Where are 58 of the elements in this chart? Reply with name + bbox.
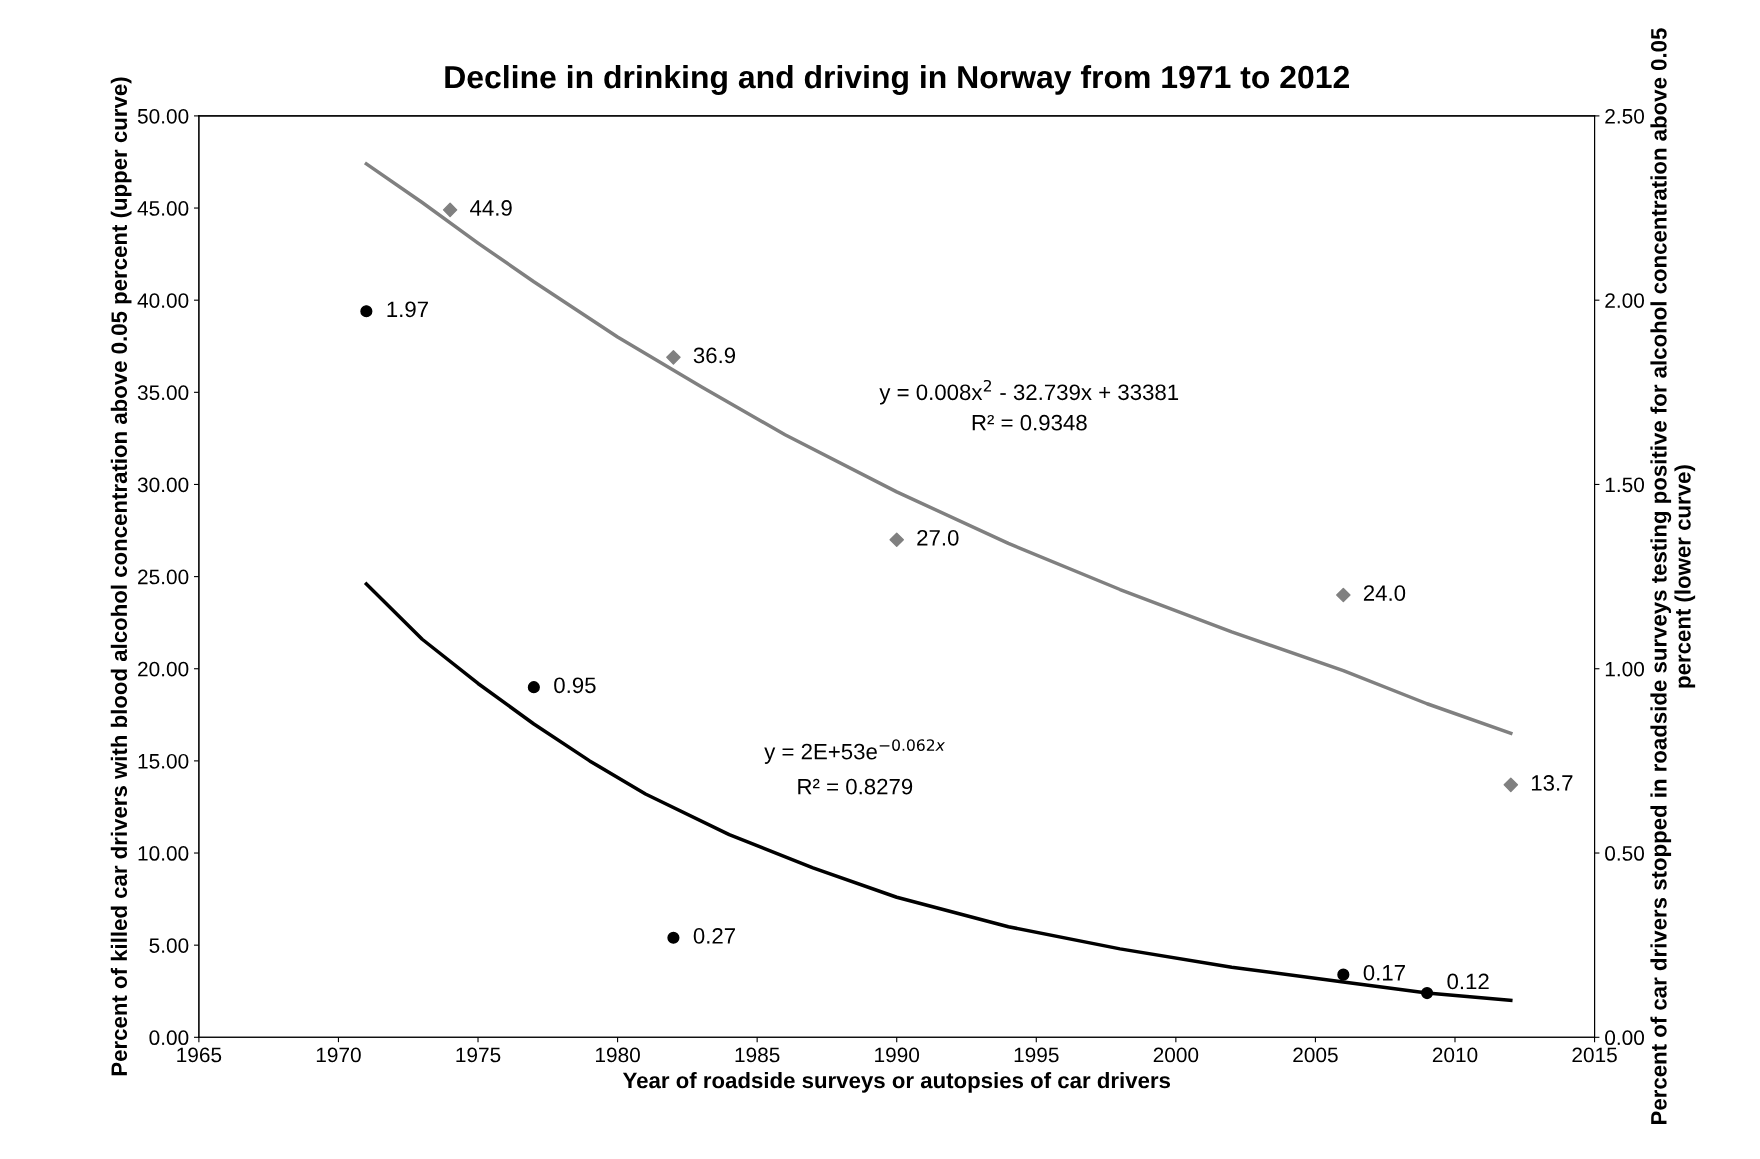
y-tick-label: 45.00 <box>137 201 189 216</box>
data-label: 0.17 <box>1363 964 1405 981</box>
annotation: R² = 0.8279 <box>798 778 913 795</box>
y2-tick-label: 1.00 <box>1605 661 1645 677</box>
point <box>527 681 540 694</box>
x-tick-label: 2015 <box>1572 1047 1617 1063</box>
y2-tick-label: 2.50 <box>1605 108 1645 124</box>
data-label: 13.7 <box>1531 775 1573 791</box>
data-label: 0.27 <box>693 928 735 944</box>
x-tick-label: 2005 <box>1293 1047 1338 1063</box>
y2-tick-label: 1.50 <box>1605 477 1645 493</box>
x-tick-label: 1980 <box>596 1047 640 1063</box>
x-tick-label: 1975 <box>456 1047 501 1063</box>
y2-tick-label: 0.50 <box>1605 846 1645 861</box>
data-label: 0.95 <box>554 677 596 694</box>
y-tick-label: 0.00 <box>149 1030 189 1046</box>
y2-tick-label: 0.00 <box>1605 1030 1645 1046</box>
data-label: 1.97 <box>387 301 428 318</box>
y-tick-label: 5.00 <box>149 938 189 953</box>
annotation: y = 0.008x$^{2}$ - 32.739x + 33381 <box>879 379 1179 405</box>
x-tick-label: 2000 <box>1153 1047 1199 1063</box>
data-label: 44.9 <box>470 200 512 216</box>
point <box>666 350 681 365</box>
line-series <box>364 582 1513 1003</box>
data-label: 24.0 <box>1363 585 1406 601</box>
y2-axis-title: Percent of car drivers stopped in roadside surveys testing positive for alcohol concentration above 0.05 percent (lower curve) <box>1650 28 1696 1124</box>
y-tick-label: 15.00 <box>138 753 189 769</box>
x-tick-label: 1965 <box>177 1047 222 1063</box>
y2-tick-label: 2.00 <box>1605 293 1645 308</box>
point <box>667 931 680 944</box>
annotation: R² = 0.9348 <box>972 414 1087 431</box>
annotation: y = 2E+53e$^{−0.062x}$ <box>764 739 945 764</box>
y-axis-title: Percent of killed car drivers with blood alcohol concentration above 0.05 percent (upper curve) <box>110 77 132 1076</box>
data-label: 27.0 <box>917 529 959 546</box>
point <box>1421 987 1434 1000</box>
y-tick-label: 25.00 <box>138 569 189 585</box>
y-tick-label: 30.00 <box>137 477 189 493</box>
point <box>889 532 905 548</box>
line-series <box>364 162 1513 735</box>
point <box>442 202 458 218</box>
x-tick-label: 1985 <box>735 1047 780 1063</box>
x-tick-label: 1970 <box>316 1047 361 1063</box>
data-label: 0.12 <box>1447 973 1489 990</box>
point <box>360 305 373 318</box>
y-tick-label: 35.00 <box>137 385 189 401</box>
x-tick-label: 2010 <box>1432 1047 1478 1063</box>
y-tick-label: 40.00 <box>137 293 189 308</box>
y-tick-label: 20.00 <box>138 661 189 677</box>
y-tick-label: 10.00 <box>138 846 189 861</box>
point <box>1336 587 1351 603</box>
y-tick-label: 50.00 <box>137 108 189 124</box>
x-tick-label: 1995 <box>1014 1047 1059 1063</box>
point <box>1337 968 1350 981</box>
x-tick-label: 1990 <box>875 1047 920 1063</box>
chart-title: Decline in drinking and driving in Norway from 1971 to 2012 <box>445 64 1350 95</box>
point <box>1503 777 1519 793</box>
x-axis-title: Year of roadside surveys or autopsies of car drivers <box>622 1072 1171 1093</box>
data-label: 36.9 <box>693 347 736 364</box>
